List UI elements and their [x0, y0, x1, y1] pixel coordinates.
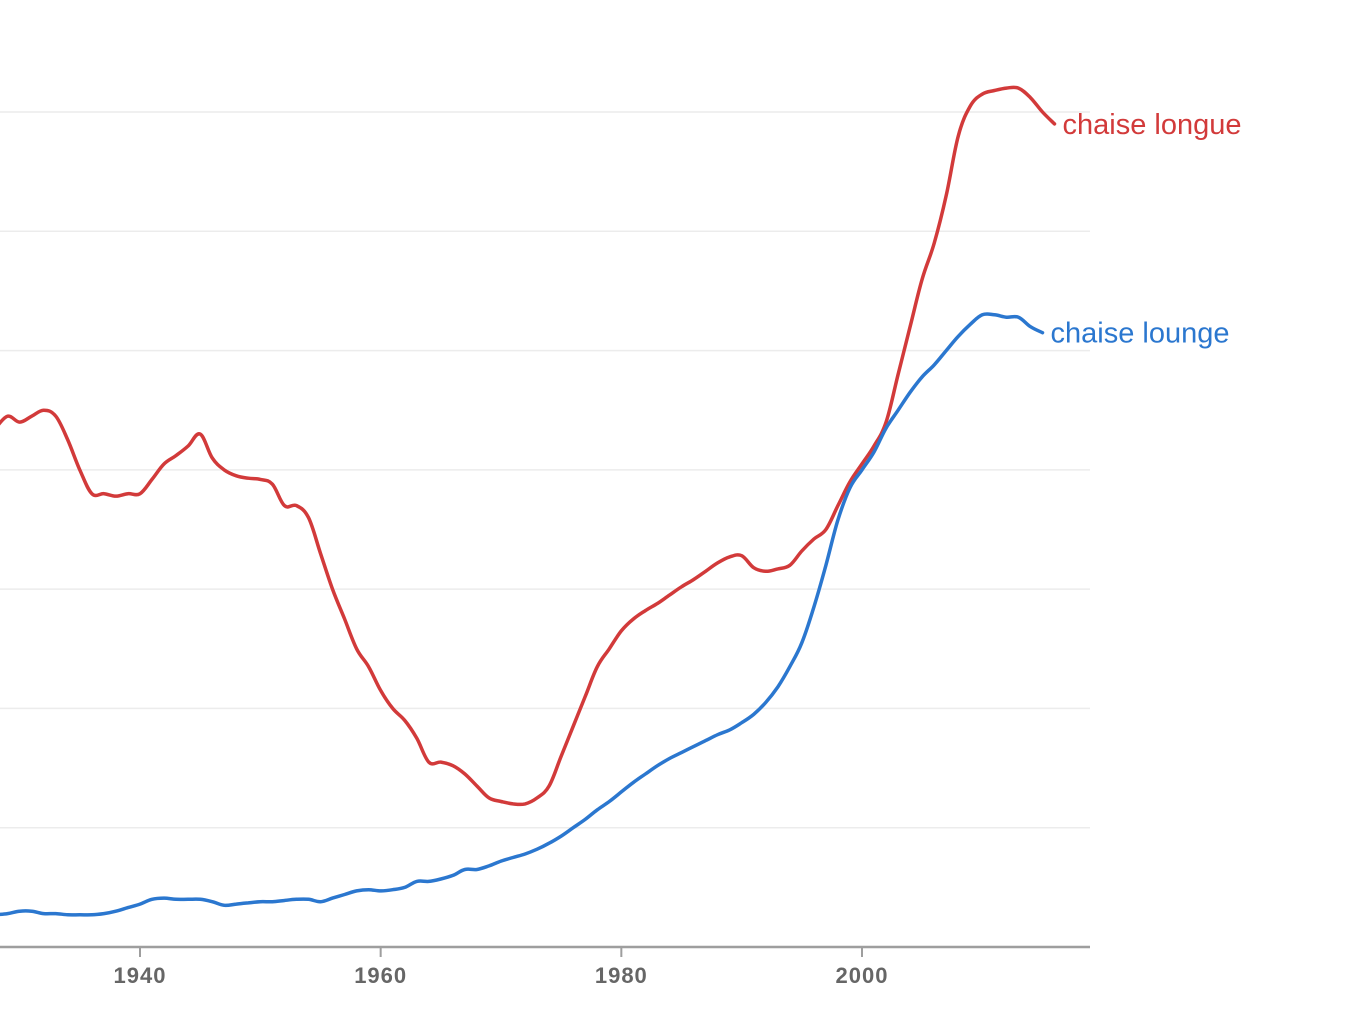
series-layer [0, 85, 1057, 917]
series-label-chaise-longue: chaise longue [1063, 109, 1242, 141]
x-tick-label-2000: 2000 [836, 963, 889, 988]
grid-layer [0, 111, 1090, 829]
series-line-chaise-lounge [0, 312, 1045, 917]
x-tick-label-1980: 1980 [595, 963, 648, 988]
x-tick-label-1960: 1960 [354, 963, 407, 988]
series-labels: chaise longue chaise lounge [1051, 109, 1242, 350]
x-axis: 1940 1960 1980 2000 [0, 945, 1090, 988]
x-tick-label-1940: 1940 [114, 963, 167, 988]
series-label-chaise-lounge: chaise lounge [1051, 318, 1230, 350]
series-line-chaise-longue [0, 85, 1057, 807]
